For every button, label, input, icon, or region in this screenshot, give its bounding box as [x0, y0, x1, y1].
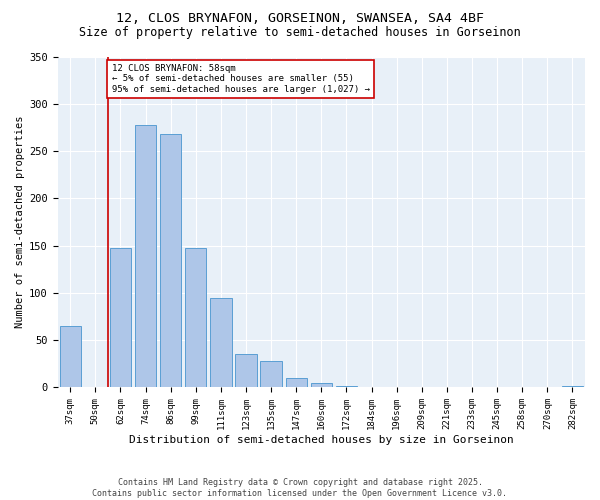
X-axis label: Distribution of semi-detached houses by size in Gorseinon: Distribution of semi-detached houses by …	[129, 435, 514, 445]
Bar	[260, 361, 282, 388]
Bar	[235, 354, 257, 388]
Bar	[562, 386, 583, 388]
Bar	[336, 386, 357, 388]
Text: Contains HM Land Registry data © Crown copyright and database right 2025.
Contai: Contains HM Land Registry data © Crown c…	[92, 478, 508, 498]
Bar	[135, 124, 156, 388]
Bar	[286, 378, 307, 388]
Bar	[361, 386, 382, 388]
Bar	[160, 134, 181, 388]
Bar	[185, 248, 206, 388]
Bar	[311, 382, 332, 388]
Bar	[110, 248, 131, 388]
Bar	[59, 326, 81, 388]
Y-axis label: Number of semi-detached properties: Number of semi-detached properties	[15, 116, 25, 328]
Text: 12 CLOS BRYNAFON: 58sqm
← 5% of semi-detached houses are smaller (55)
95% of sem: 12 CLOS BRYNAFON: 58sqm ← 5% of semi-det…	[112, 64, 370, 94]
Text: 12, CLOS BRYNAFON, GORSEINON, SWANSEA, SA4 4BF: 12, CLOS BRYNAFON, GORSEINON, SWANSEA, S…	[116, 12, 484, 26]
Bar	[210, 298, 232, 388]
Text: Size of property relative to semi-detached houses in Gorseinon: Size of property relative to semi-detach…	[79, 26, 521, 39]
